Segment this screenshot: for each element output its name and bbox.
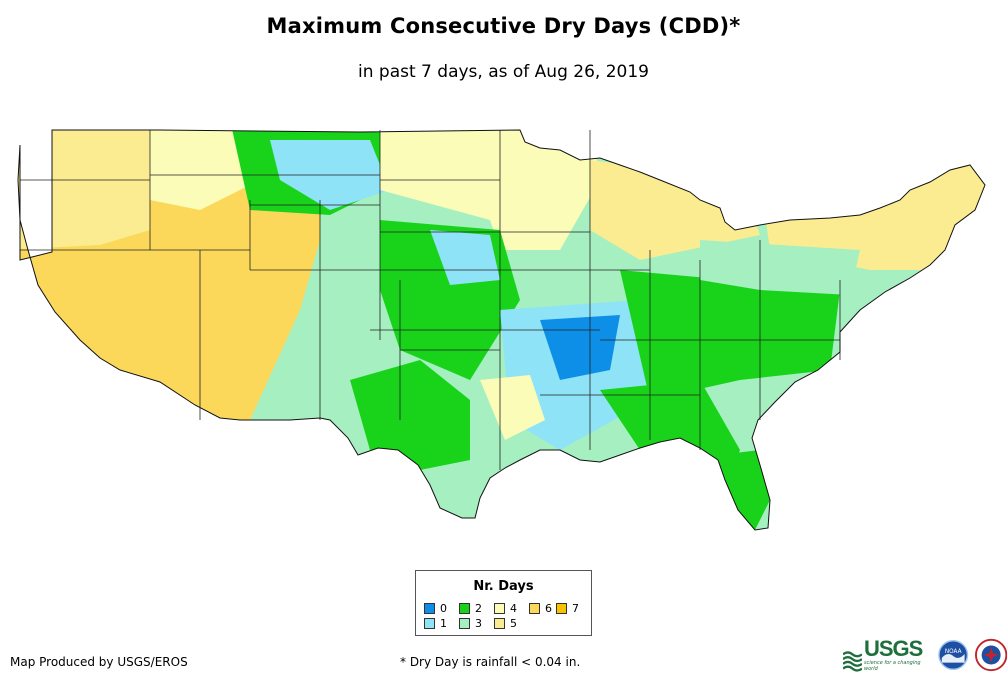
legend: Nr. Days 0 1 2 3 4 5 6 7 <box>415 570 592 636</box>
national-weather-service-logo-icon <box>974 638 1007 672</box>
noaa-logo-text: NOAA <box>945 649 962 655</box>
legend-item-2: 2 <box>459 602 482 615</box>
east-texas-4-days <box>480 375 545 440</box>
legend-item-3: 3 <box>459 617 482 630</box>
legend-swatch <box>529 603 540 614</box>
legend-swatch <box>459 618 470 629</box>
legend-swatch <box>424 618 435 629</box>
legend-title: Nr. Days <box>473 579 534 594</box>
agency-logos: USGS science for a changing world NOAA <box>843 638 1007 672</box>
legend-swatch <box>494 603 505 614</box>
usgs-tagline: science for a changing world <box>863 660 921 672</box>
legend-item-5: 5 <box>494 617 517 630</box>
legend-label: 1 <box>440 617 447 630</box>
legend-item-6: 6 <box>529 602 552 615</box>
legend-label: 5 <box>510 617 517 630</box>
legend-swatch <box>459 603 470 614</box>
legend-item-7: 7 <box>556 602 579 615</box>
usgs-logo: USGS science for a changing world <box>843 638 932 672</box>
legend-label: 0 <box>440 602 447 615</box>
mid-atlantic-3-days <box>700 240 860 295</box>
legend-item-4: 4 <box>494 602 517 615</box>
legend-item-1: 1 <box>424 617 447 630</box>
ohio-valley-southeast-2-days <box>620 270 840 400</box>
upper-midwest-4-days <box>380 130 600 250</box>
legend-label: 3 <box>475 617 482 630</box>
noaa-logo-icon: NOAA <box>938 640 969 670</box>
dry-day-definition-note: * Dry Day is rainfall < 0.04 in. <box>400 655 581 669</box>
legend-label: 4 <box>510 602 517 615</box>
legend-swatch <box>556 603 567 614</box>
legend-item-0: 0 <box>424 602 447 615</box>
us-dry-days-map <box>17 129 986 531</box>
map-subtitle: in past 7 days, as of Aug 26, 2019 <box>358 62 649 82</box>
map-title: Maximum Consecutive Dry Days (CDD)* <box>266 14 741 38</box>
texas-2-days <box>350 360 470 470</box>
arkansas-0-days <box>540 315 620 380</box>
nebraska-1-day <box>430 230 500 285</box>
usgs-wave-icon <box>843 651 862 672</box>
northern-rockies-4-days <box>150 130 250 210</box>
legend-swatch <box>424 603 435 614</box>
legend-swatch <box>494 618 505 629</box>
us-outline <box>17 129 986 531</box>
usgs-wordmark: USGS <box>863 636 923 661</box>
legend-label: 7 <box>572 602 579 615</box>
legend-label: 6 <box>545 602 552 615</box>
map-credit: Map Produced by USGS/EROS <box>10 655 188 669</box>
florida-2-days <box>718 450 770 530</box>
legend-label: 2 <box>475 602 482 615</box>
